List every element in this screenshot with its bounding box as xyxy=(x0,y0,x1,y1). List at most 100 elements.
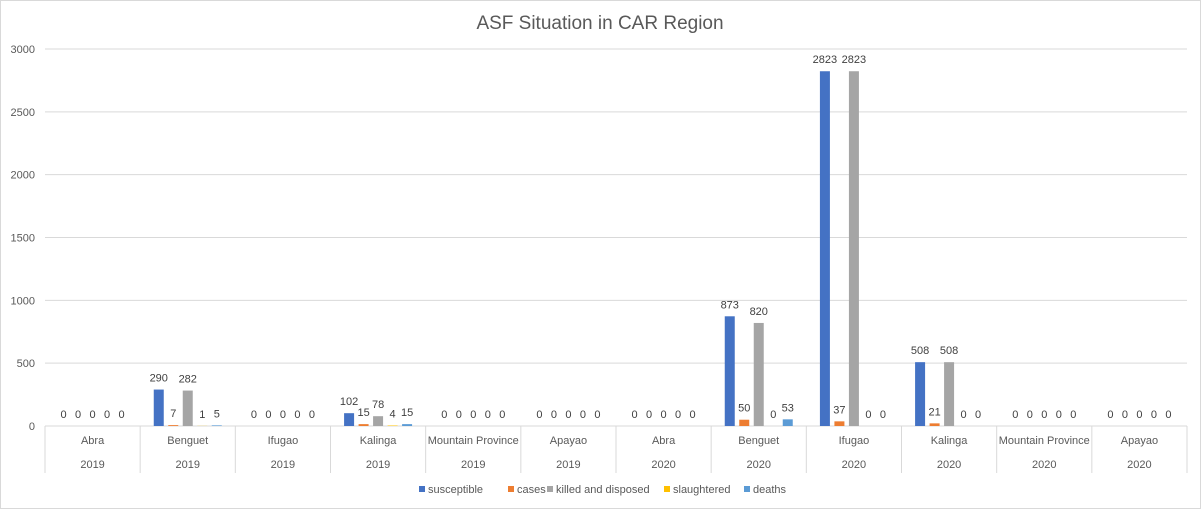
category-year-label: 2020 xyxy=(937,459,961,471)
data-label: 37 xyxy=(833,404,845,416)
data-label: 0 xyxy=(1122,409,1128,421)
data-label: 1 xyxy=(199,409,205,421)
y-tick-label: 2500 xyxy=(11,107,35,119)
data-label: 5 xyxy=(214,408,220,420)
data-label: 2823 xyxy=(842,54,866,66)
bar-killed-and-disposed xyxy=(753,322,764,426)
bar-cases xyxy=(834,421,845,426)
data-label: 21 xyxy=(928,406,940,418)
category-year-label: 2019 xyxy=(176,459,200,471)
legend-swatch xyxy=(547,486,553,492)
data-label: 0 xyxy=(90,409,96,421)
bar-deaths xyxy=(782,419,793,426)
y-tick-label: 500 xyxy=(17,358,35,370)
bar-cases xyxy=(358,424,369,426)
data-label: 820 xyxy=(750,306,768,318)
data-label: 0 xyxy=(536,409,542,421)
bar-cases xyxy=(929,423,940,426)
data-label: 7 xyxy=(170,408,176,420)
category-year-label: 2020 xyxy=(747,459,771,471)
category-year-label: 2019 xyxy=(556,459,580,471)
bar-susceptible xyxy=(819,71,830,427)
category-label: Abra xyxy=(652,435,676,447)
legend-swatch xyxy=(744,486,750,492)
data-label: 508 xyxy=(911,345,929,357)
data-label: 0 xyxy=(594,409,600,421)
data-label: 0 xyxy=(75,409,81,421)
legend-swatch xyxy=(419,486,425,492)
data-label: 0 xyxy=(1165,409,1171,421)
data-label: 0 xyxy=(309,409,315,421)
data-label: 0 xyxy=(551,409,557,421)
bar-deaths xyxy=(402,424,413,426)
legend-label: slaughtered xyxy=(673,484,731,496)
category-year-label: 2020 xyxy=(651,459,675,471)
bars xyxy=(153,71,955,427)
category-year-label: 2020 xyxy=(842,459,866,471)
grid-lines xyxy=(45,48,1187,427)
legend-label: killed and disposed xyxy=(556,484,650,496)
bar-killed-and-disposed xyxy=(848,71,859,427)
category-year-label: 2019 xyxy=(461,459,485,471)
data-label: 0 xyxy=(104,409,110,421)
chart-title: ASF Situation in CAR Region xyxy=(476,13,723,34)
category-label: Benguet xyxy=(738,435,779,447)
data-label: 0 xyxy=(1056,409,1062,421)
data-label: 0 xyxy=(251,409,257,421)
bar-susceptible xyxy=(344,413,355,426)
data-label: 0 xyxy=(565,409,571,421)
data-label: 873 xyxy=(721,299,739,311)
legend-label: cases xyxy=(517,484,546,496)
data-label: 0 xyxy=(1070,409,1076,421)
y-tick-label: 1500 xyxy=(11,233,35,245)
data-label: 0 xyxy=(770,409,776,421)
axes: 050010001500200025003000Abra2019Benguet2… xyxy=(11,44,1188,473)
category-label: Mountain Province xyxy=(428,435,519,447)
bar-susceptible xyxy=(153,389,164,426)
legend-label: deaths xyxy=(753,484,787,496)
data-label: 0 xyxy=(880,409,886,421)
data-label: 0 xyxy=(632,409,638,421)
data-label: 4 xyxy=(390,408,396,420)
data-label: 15 xyxy=(401,407,413,419)
bar-susceptible xyxy=(724,316,735,426)
category-year-label: 2019 xyxy=(80,459,104,471)
category-label: Benguet xyxy=(167,435,208,447)
legend-label: susceptible xyxy=(428,484,483,496)
data-label: 0 xyxy=(470,409,476,421)
data-label: 0 xyxy=(661,409,667,421)
data-label: 78 xyxy=(372,399,384,411)
category-year-label: 2019 xyxy=(366,459,390,471)
data-label: 0 xyxy=(294,409,300,421)
data-label: 0 xyxy=(61,409,67,421)
category-label: Ifugao xyxy=(268,435,299,447)
data-label: 0 xyxy=(1151,409,1157,421)
category-label: Apayao xyxy=(1121,435,1158,447)
data-label: 0 xyxy=(441,409,447,421)
y-tick-label: 0 xyxy=(29,421,35,433)
data-label: 0 xyxy=(1041,409,1047,421)
bar-killed-and-disposed xyxy=(373,416,384,426)
data-label: 0 xyxy=(1136,409,1142,421)
data-label: 0 xyxy=(1027,409,1033,421)
bar-killed-and-disposed xyxy=(182,390,193,426)
data-label: 0 xyxy=(485,409,491,421)
category-year-label: 2019 xyxy=(271,459,295,471)
category-label: Ifugao xyxy=(839,435,870,447)
data-label: 0 xyxy=(690,409,696,421)
bar-cases xyxy=(168,425,179,426)
data-label: 282 xyxy=(179,374,197,386)
data-label: 0 xyxy=(456,409,462,421)
data-label: 0 xyxy=(646,409,652,421)
category-label: Abra xyxy=(81,435,105,447)
data-label: 50 xyxy=(738,403,750,415)
data-label: 15 xyxy=(357,407,369,419)
category-year-label: 2020 xyxy=(1127,459,1151,471)
data-label: 0 xyxy=(975,409,981,421)
data-label: 0 xyxy=(865,409,871,421)
category-label: Mountain Province xyxy=(999,435,1090,447)
category-label: Kalinga xyxy=(360,435,398,447)
